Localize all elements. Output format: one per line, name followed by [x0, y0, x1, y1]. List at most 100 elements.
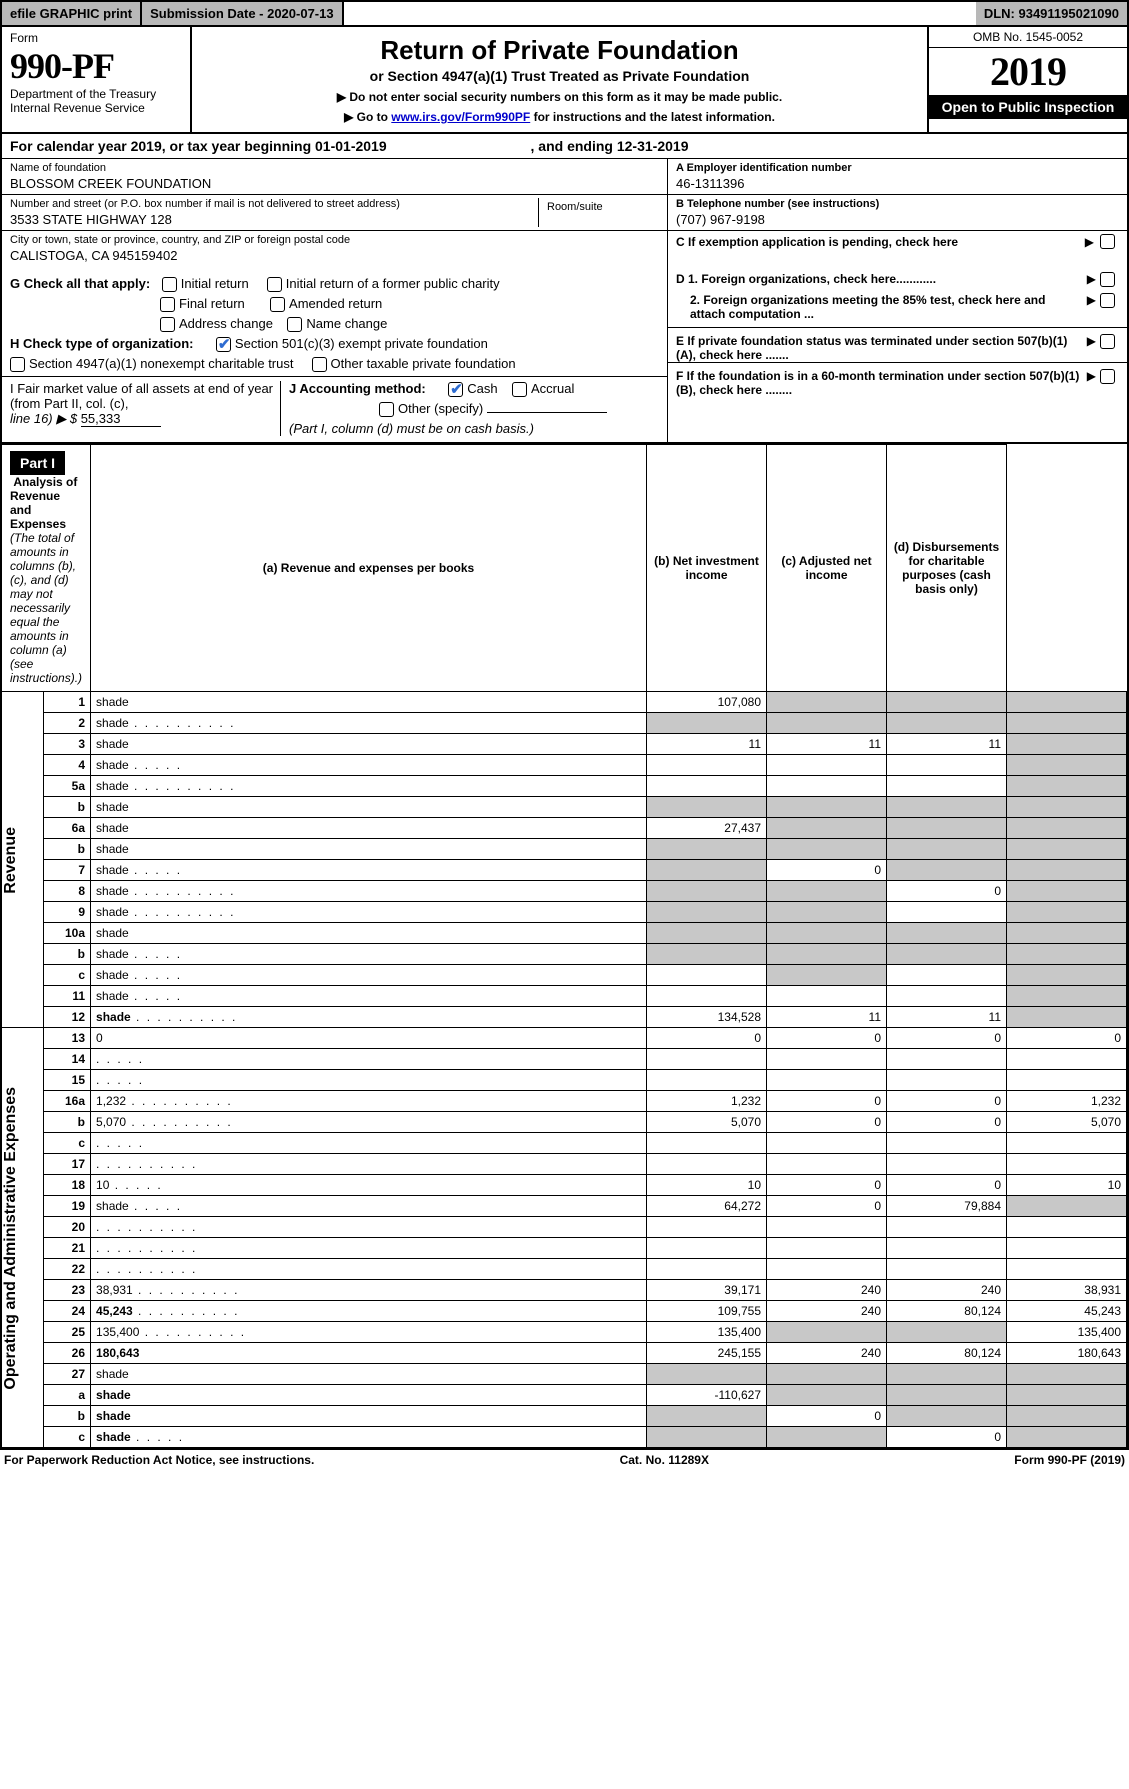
form-number: 990-PF [10, 45, 182, 87]
4947-cb[interactable] [10, 357, 25, 372]
col-d-hdr: (d) Disbursements for charitable purpose… [887, 445, 1007, 692]
line-desc: shade [91, 734, 647, 755]
cell: 38,931 [1007, 1280, 1127, 1301]
line-no: 5a [44, 776, 91, 797]
address-change-cb[interactable] [160, 317, 175, 332]
cell-shaded [887, 860, 1007, 881]
cell: 79,884 [887, 1196, 1007, 1217]
efile-label: efile GRAPHIC print [2, 2, 142, 25]
ein-row: A Employer identification number 46-1311… [668, 159, 1127, 195]
city: CALISTOGA, CA 945159402 [10, 248, 659, 263]
cell-shaded [767, 1322, 887, 1343]
cell: 64,272 [647, 1196, 767, 1217]
line-desc: shade [91, 713, 647, 734]
cell [767, 1070, 887, 1091]
foundation-name: BLOSSOM CREEK FOUNDATION [10, 176, 659, 191]
amended-cb[interactable] [270, 297, 285, 312]
cell [887, 1217, 1007, 1238]
cell-shaded [1007, 860, 1127, 881]
other-taxable-cb[interactable] [312, 357, 327, 372]
cell: 39,171 [647, 1280, 767, 1301]
cell [647, 965, 767, 986]
line-no: 13 [44, 1028, 91, 1049]
cell-shaded [1007, 1406, 1127, 1427]
cell [647, 1238, 767, 1259]
instructions-link[interactable]: www.irs.gov/Form990PF [391, 110, 530, 124]
cell: 1,232 [647, 1091, 767, 1112]
table-row: 21 [2, 1238, 1127, 1259]
cash-cb[interactable] [448, 382, 463, 397]
table-row: 20 [2, 1217, 1127, 1238]
cell-shaded [1007, 755, 1127, 776]
cell-shaded [1007, 965, 1127, 986]
line-no: 17 [44, 1154, 91, 1175]
cell-shaded [887, 713, 1007, 734]
line-desc: shade [91, 1406, 647, 1427]
final-return-cb[interactable] [160, 297, 175, 312]
cell: 0 [887, 881, 1007, 902]
cell [647, 1133, 767, 1154]
cell: 0 [647, 1028, 767, 1049]
table-row: 16a1,2321,232001,232 [2, 1091, 1127, 1112]
cell [647, 1217, 767, 1238]
form-header: Form 990-PF Department of the Treasury I… [0, 27, 1129, 134]
section-label: Revenue [2, 692, 44, 1028]
line-desc: shade [91, 797, 647, 818]
room-suite-label: Room/suite [539, 198, 659, 227]
c-checkbox[interactable] [1100, 234, 1115, 249]
table-row: 5ashade [2, 776, 1127, 797]
f-cb[interactable] [1100, 369, 1115, 384]
cell: 245,155 [647, 1343, 767, 1364]
accrual-cb[interactable] [512, 382, 527, 397]
line-no: c [44, 1133, 91, 1154]
501c3-cb[interactable] [216, 337, 231, 352]
cell-shaded [1007, 944, 1127, 965]
dln: DLN: 93491195021090 [976, 2, 1127, 25]
cell [767, 1049, 887, 1070]
cell-shaded [647, 1364, 767, 1385]
d2-cb[interactable] [1100, 293, 1115, 308]
cell: 10 [1007, 1175, 1127, 1196]
name-change-cb[interactable] [287, 317, 302, 332]
cell-shaded [767, 1427, 887, 1448]
cell: 11 [647, 734, 767, 755]
cell-shaded [1007, 1427, 1127, 1448]
other-method-cb[interactable] [379, 402, 394, 417]
cell: 11 [887, 734, 1007, 755]
e-cb[interactable] [1100, 334, 1115, 349]
cell-shaded [1007, 776, 1127, 797]
form-title: Return of Private Foundation [204, 35, 915, 66]
id-left: Name of foundation BLOSSOM CREEK FOUNDAT… [2, 159, 667, 266]
line-desc: 1,232 [91, 1091, 647, 1112]
table-row: 2338,93139,17124024038,931 [2, 1280, 1127, 1301]
line-desc: 5,070 [91, 1112, 647, 1133]
omb-no: OMB No. 1545-0052 [929, 27, 1127, 48]
initial-former-cb[interactable] [267, 277, 282, 292]
line-desc: shade [91, 1196, 647, 1217]
table-row: Revenue1shade107,080 [2, 692, 1127, 713]
cell: 11 [767, 734, 887, 755]
cell: 0 [767, 1406, 887, 1427]
cell: 240 [767, 1343, 887, 1364]
cell [767, 755, 887, 776]
city-row: City or town, state or province, country… [2, 231, 667, 266]
cell [887, 902, 1007, 923]
line-desc: shade [91, 1007, 647, 1028]
d1-cb[interactable] [1100, 272, 1115, 287]
inspection-label: Open to Public Inspection [929, 95, 1127, 119]
col-b-hdr: (b) Net investment income [647, 445, 767, 692]
line-no: b [44, 944, 91, 965]
telephone-row: B Telephone number (see instructions) (7… [668, 195, 1127, 231]
line-no: 12 [44, 1007, 91, 1028]
cell: 0 [887, 1028, 1007, 1049]
cell-shaded [887, 797, 1007, 818]
initial-return-cb[interactable] [162, 277, 177, 292]
cell [887, 1238, 1007, 1259]
table-row: Operating and Administrative Expenses130… [2, 1028, 1127, 1049]
cell-shaded [887, 692, 1007, 713]
cell-shaded [1007, 734, 1127, 755]
header-mid: Return of Private Foundation or Section … [192, 27, 927, 132]
cell-shaded [647, 902, 767, 923]
part1-table: Part I Analysis of Revenue and Expenses … [2, 444, 1127, 1448]
line-no: b [44, 1112, 91, 1133]
